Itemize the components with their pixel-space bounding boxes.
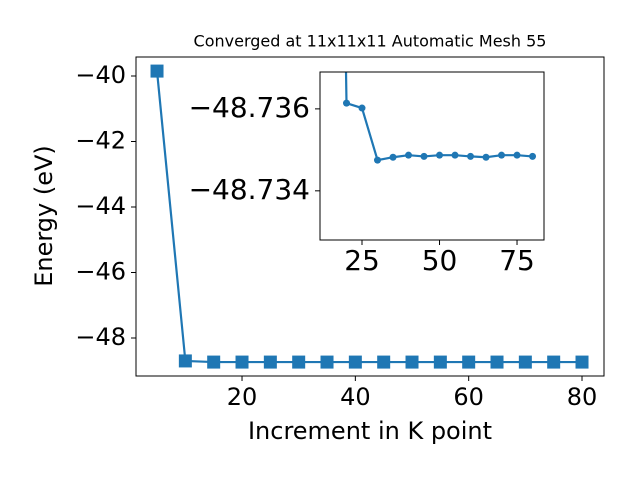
marker <box>292 355 306 369</box>
marker <box>547 355 561 369</box>
marker <box>575 355 589 369</box>
y-tick-label: −40 <box>75 61 126 89</box>
y-tick-label: −48.736 <box>189 91 310 124</box>
marker <box>451 151 459 159</box>
marker <box>389 153 397 161</box>
x-tick-label: 50 <box>422 244 458 277</box>
chart-title: Converged at 11x11x11 Automatic Mesh 55 <box>194 32 547 51</box>
marker <box>513 151 521 159</box>
marker <box>498 151 506 159</box>
marker <box>263 355 277 369</box>
x-axis-label: Increment in K point <box>248 417 492 445</box>
marker <box>348 355 362 369</box>
y-tick-label: −44 <box>75 192 126 220</box>
y-tick-label: −42 <box>75 126 126 154</box>
marker <box>467 152 475 160</box>
marker <box>235 355 249 369</box>
plot-1: 25 50 75 −48.736 −48.734 <box>189 71 545 277</box>
marker <box>343 99 351 107</box>
marker <box>490 355 504 369</box>
marker <box>150 64 164 78</box>
marker <box>518 355 532 369</box>
marker <box>320 355 334 369</box>
y-tick-label: −46 <box>75 258 126 286</box>
marker <box>420 152 428 160</box>
x-tick-label: 60 <box>453 383 484 411</box>
data-layer <box>343 72 537 164</box>
line <box>155 70 583 364</box>
y-tick-label: −48.734 <box>189 173 310 206</box>
marker <box>433 355 447 369</box>
y-axis-label: Energy (eV) <box>30 145 58 287</box>
x-tick-label: 40 <box>340 383 371 411</box>
marker <box>374 156 382 164</box>
marker <box>178 354 192 368</box>
marker <box>405 355 419 369</box>
x-tick-label: 80 <box>567 383 598 411</box>
marker <box>436 151 444 159</box>
plot-frame <box>319 71 545 241</box>
x-tick-label: 20 <box>227 383 258 411</box>
marker <box>405 151 413 159</box>
marker <box>358 104 366 112</box>
plot-frame <box>135 56 605 377</box>
data-layer <box>150 64 589 369</box>
y-tick-label: −48 <box>75 323 126 351</box>
marker <box>462 355 476 369</box>
marker <box>207 355 221 369</box>
marker <box>377 355 391 369</box>
x-tick-label: 25 <box>344 244 380 277</box>
marker <box>529 152 537 160</box>
marker <box>482 153 490 161</box>
x-tick-label: 75 <box>499 244 535 277</box>
